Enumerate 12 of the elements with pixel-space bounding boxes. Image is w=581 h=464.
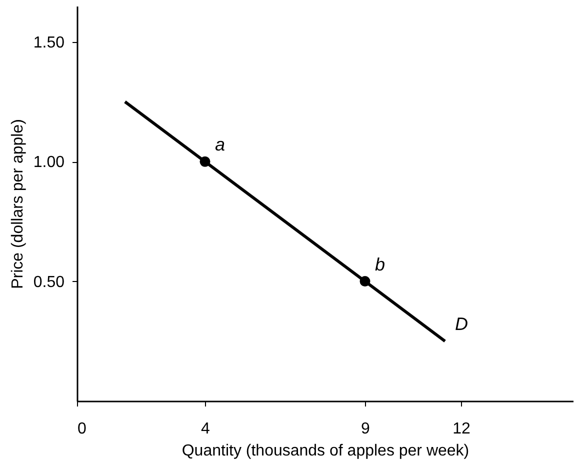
x-axis-title: Quantity (thousands of apples per week) [182, 442, 470, 460]
annotation: D [455, 314, 468, 334]
x-tick-label: 9 [361, 420, 370, 438]
y-tick-label: 1.50 [33, 34, 65, 52]
x-tick-label: 0 [78, 420, 86, 438]
y-tick-label: 1.00 [33, 154, 65, 172]
annotation: b [375, 254, 386, 274]
x-tick-label: 12 [452, 420, 470, 438]
annotation: a [215, 134, 226, 155]
y-tick-label: 0.50 [33, 274, 65, 291]
y-axis-title: Price (dollars per apple) [9, 119, 26, 289]
x-tick-label: 4 [201, 420, 210, 438]
